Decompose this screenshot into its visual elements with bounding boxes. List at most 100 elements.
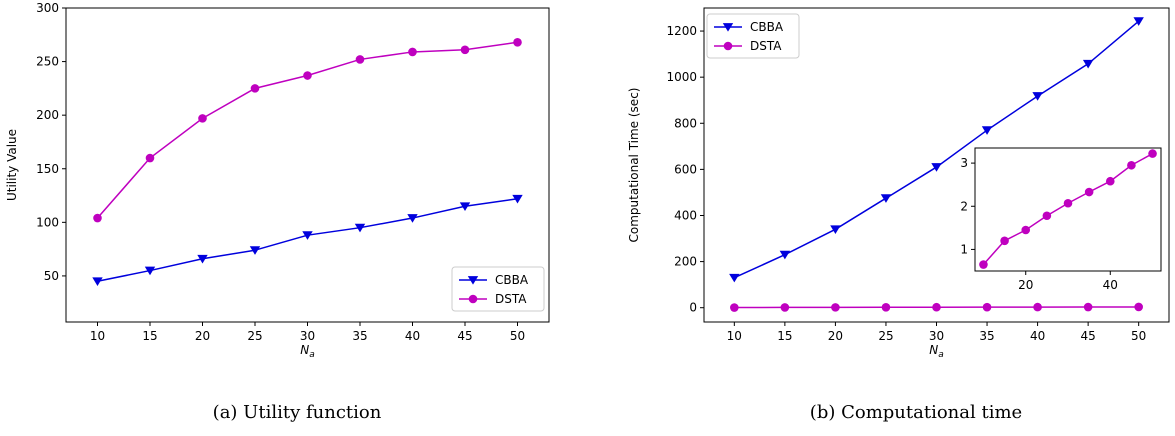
x-axis-label: Na	[929, 343, 944, 360]
data-point-dsta	[881, 302, 891, 312]
data-point-cbba	[302, 231, 313, 240]
y-tick-label: 400	[674, 208, 697, 222]
y-tick-label: 150	[36, 162, 59, 176]
data-point-dsta	[831, 303, 840, 312]
y-tick-label: 250	[36, 55, 59, 69]
data-point-dsta	[250, 84, 260, 93]
data-point-dsta	[198, 114, 207, 123]
x-tick-label: 20	[828, 329, 843, 343]
y-tick-label: 600	[674, 162, 697, 176]
data-point-cbba	[144, 266, 156, 276]
legend-marker-dsta	[468, 294, 478, 304]
chart-computational-time: 10 15 20 25 30 35 40 45 50 0 200 400 600 800 1000 1200 N…	[627, 7, 1170, 360]
y-tick-label: 50	[44, 269, 59, 283]
data-point-cbba	[459, 202, 471, 211]
inset-series-dsta	[979, 149, 1157, 269]
y-tick-label: 1200	[666, 24, 697, 38]
x-tick-label: 50	[510, 329, 525, 343]
series-cbba	[92, 194, 523, 286]
data-point-dsta	[460, 45, 470, 55]
caption-utility-function: (a) Utility function	[213, 402, 382, 423]
y-axis-label: Computational Time (sec)	[627, 88, 641, 243]
inset-data-point-dsta	[1000, 236, 1009, 246]
data-point-cbba	[1082, 59, 1094, 69]
y-tick-label: 0	[689, 301, 697, 315]
y-tick-label: 200	[36, 108, 59, 122]
chart-utility: 10 15 20 25 30 35 40 45 50 50 100 150 200 250 300 Na Uti…	[5, 1, 550, 360]
y-tick-label: 200	[674, 255, 697, 269]
data-point-dsta	[1083, 302, 1093, 312]
inset-y-tick-label: 3	[960, 156, 968, 170]
y-tick-label: 100	[36, 215, 59, 229]
data-point-cbba	[249, 246, 261, 255]
data-point-dsta	[303, 71, 312, 80]
series-line-dsta	[96, 41, 518, 219]
x-tick-label: 10	[90, 329, 105, 343]
x-tick-label: 25	[878, 329, 893, 343]
x-tick-label: 30	[300, 329, 315, 343]
caption-computational-time: (b) Computational time	[810, 402, 1022, 423]
inset-data-point-dsta	[979, 260, 988, 269]
data-point-dsta	[932, 302, 941, 312]
x-tick-label: 25	[247, 329, 262, 343]
inset-x-tick-label: 40	[1103, 278, 1118, 292]
data-point-dsta	[982, 302, 992, 312]
legend-label-cbba: CBBA	[495, 273, 529, 287]
data-point-dsta	[93, 213, 102, 223]
y-tick-label: 300	[36, 1, 59, 15]
inset-data-point-dsta	[1105, 176, 1115, 186]
data-point-dsta	[355, 55, 365, 64]
data-point-cbba	[1032, 92, 1043, 101]
data-point-cbba	[830, 225, 841, 235]
inset-y-tick-label: 2	[960, 199, 968, 213]
x-tick-label: 40	[1030, 329, 1045, 343]
legend-label-cbba: CBBA	[750, 20, 784, 34]
y-tick-label: 800	[674, 116, 697, 130]
series-cbba	[729, 17, 1144, 283]
legend-marker-dsta	[723, 41, 733, 51]
data-point-cbba	[779, 250, 791, 260]
data-point-dsta	[145, 153, 155, 163]
legend: CBBA DSTA	[451, 266, 545, 312]
x-tick-label: 35	[352, 329, 367, 343]
legend-label-dsta: DSTA	[750, 39, 782, 53]
inset-data-point-dsta	[1021, 225, 1031, 235]
x-tick-label: 45	[457, 329, 472, 343]
data-point-dsta	[1134, 302, 1143, 312]
inset-data-point-dsta	[1127, 160, 1136, 170]
x-tick-label: 35	[979, 329, 994, 343]
data-point-dsta	[730, 303, 739, 312]
data-point-dsta	[513, 37, 522, 47]
x-tick-label: 40	[405, 329, 420, 343]
series-dsta	[93, 37, 522, 223]
data-point-cbba	[729, 273, 740, 283]
legend-label-dsta: DSTA	[495, 292, 527, 306]
data-point-cbba	[981, 126, 993, 135]
data-point-dsta	[1033, 302, 1042, 312]
x-tick-label: 10	[727, 329, 742, 343]
data-point-cbba	[354, 223, 366, 233]
inset-x-tick-label: 20	[1018, 278, 1033, 292]
data-point-dsta	[780, 303, 790, 312]
data-point-cbba	[92, 277, 103, 286]
data-point-cbba	[931, 163, 942, 172]
legend: CBBA DSTA	[706, 13, 800, 59]
x-tick-label: 45	[1080, 329, 1095, 343]
inset-data-point-dsta	[1084, 187, 1094, 197]
inset-data-point-dsta	[1148, 149, 1157, 158]
x-axis-label: Na	[300, 343, 315, 360]
inset-chart: 20 40 1 2 3	[960, 147, 1162, 292]
data-point-cbba	[197, 254, 208, 264]
x-tick-label: 15	[142, 329, 157, 343]
y-tick-label: 1000	[666, 70, 697, 84]
x-tick-label: 50	[1131, 329, 1146, 343]
data-point-cbba	[512, 194, 523, 204]
x-tick-label: 15	[777, 329, 792, 343]
x-tick-label: 20	[195, 329, 210, 343]
legend-marker-cbba	[722, 23, 734, 32]
inset-y-tick-label: 1	[960, 242, 968, 256]
y-axis-label: Utility Value	[5, 129, 19, 201]
data-point-cbba	[407, 214, 418, 223]
legend-marker-cbba	[467, 276, 479, 285]
